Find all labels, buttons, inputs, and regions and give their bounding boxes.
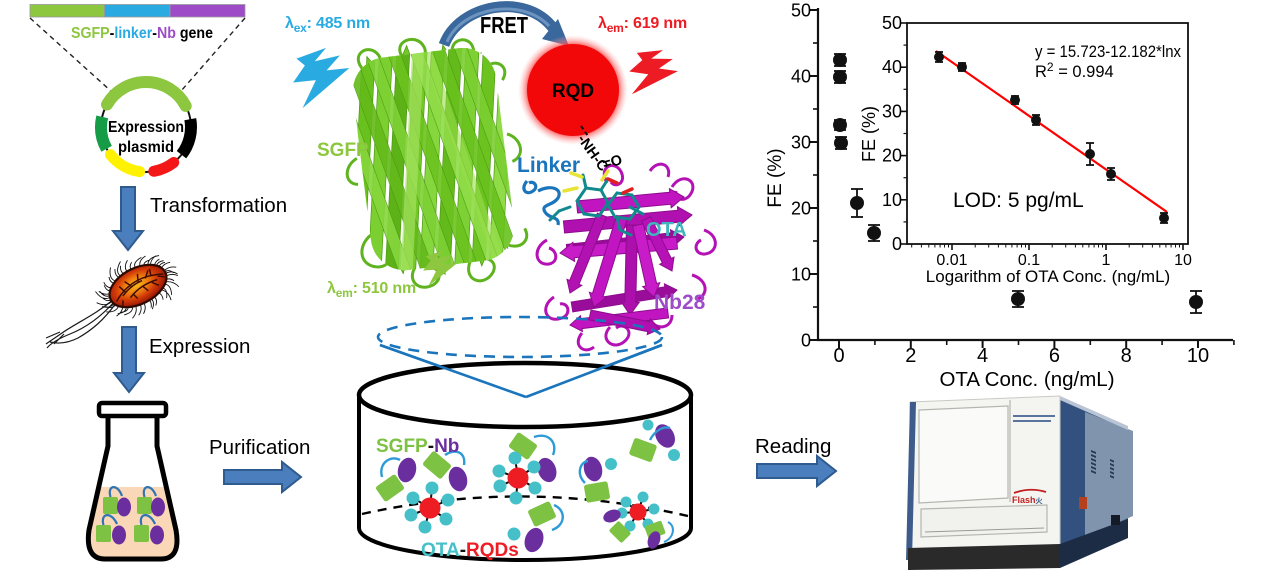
svg-text:40: 40	[791, 67, 811, 87]
svg-text:20: 20	[882, 146, 902, 166]
svg-text:Expression: Expression	[108, 119, 184, 136]
svg-text:4: 4	[977, 345, 988, 367]
svg-text:10: 10	[1174, 252, 1192, 269]
svg-text:50: 50	[882, 13, 902, 33]
svg-text:2: 2	[905, 345, 916, 367]
svg-text:RQD: RQD	[552, 81, 594, 102]
svg-text:Flash火: Flash火	[1012, 495, 1044, 505]
svg-text:Nb28: Nb28	[654, 291, 706, 314]
svg-text:1: 1	[1102, 252, 1111, 269]
svg-text:λem: 510 nm: λem: 510 nm	[327, 280, 416, 300]
svg-text:FE (%): FE (%)	[859, 106, 879, 162]
svg-text:R2 = 0.994: R2 = 0.994	[1035, 60, 1114, 81]
svg-text:6: 6	[1049, 345, 1060, 367]
svg-text:Transformation: Transformation	[150, 194, 287, 217]
svg-text:40: 40	[882, 57, 902, 77]
svg-text:0: 0	[833, 345, 844, 367]
svg-text:y = 15.723-12.182*lnx: y = 15.723-12.182*lnx	[1035, 43, 1182, 61]
svg-text:plasmid: plasmid	[118, 139, 174, 156]
svg-text:0.1: 0.1	[1018, 252, 1040, 269]
svg-text:Expression: Expression	[149, 335, 250, 358]
svg-text:10: 10	[791, 265, 811, 285]
svg-text:SGFP: SGFP	[317, 140, 369, 161]
svg-text:0: 0	[801, 331, 811, 351]
svg-text:Logarithm of OTA Conc. (ng/mL): Logarithm of OTA Conc. (ng/mL)	[926, 267, 1170, 286]
svg-text:10: 10	[1187, 345, 1209, 367]
svg-text:FRET: FRET	[480, 12, 528, 38]
svg-text:Reading: Reading	[755, 435, 831, 458]
svg-text:0: 0	[892, 234, 902, 254]
svg-text:20: 20	[791, 199, 811, 219]
svg-text:8: 8	[1121, 345, 1132, 367]
svg-text:=O: =O	[601, 152, 624, 173]
svg-text:30: 30	[791, 133, 811, 153]
svg-text:SGFP-Nb: SGFP-Nb	[376, 436, 459, 457]
svg-text:Purification: Purification	[209, 436, 310, 459]
svg-text:OTA-RQDs: OTA-RQDs	[421, 540, 519, 561]
svg-text:30: 30	[882, 101, 902, 121]
svg-text:0.01: 0.01	[936, 252, 967, 269]
svg-text:SGFP-linker-Nb gene: SGFP-linker-Nb gene	[71, 25, 213, 42]
svg-text:λex: 485 nm: λex: 485 nm	[285, 15, 370, 35]
svg-text:OTA: OTA	[646, 219, 687, 241]
svg-text:OTA Conc. (ng/mL): OTA Conc. (ng/mL)	[939, 368, 1114, 391]
svg-text:Linker: Linker	[517, 154, 580, 177]
svg-text:10: 10	[882, 190, 902, 210]
svg-text:λem: 619 nm: λem: 619 nm	[598, 15, 687, 35]
svg-text:FE (%): FE (%)	[765, 148, 786, 207]
svg-text:50: 50	[791, 1, 811, 21]
svg-text:LOD: 5 pg/mL: LOD: 5 pg/mL	[953, 189, 1084, 212]
